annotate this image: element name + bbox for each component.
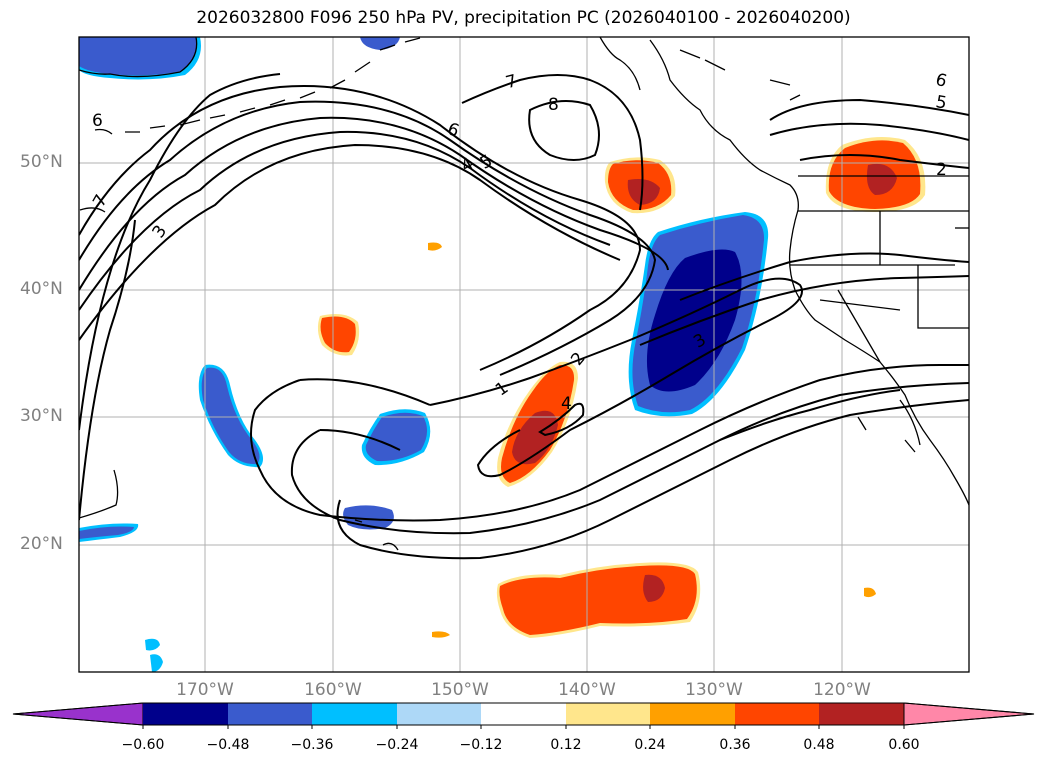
pv-contours	[79, 73, 969, 560]
lat-label: 30°N	[20, 406, 63, 426]
colorbar-segment	[735, 703, 819, 725]
contour-label: 5	[934, 92, 948, 114]
colorbar-segment	[143, 703, 228, 725]
colorbar	[12, 702, 1035, 729]
colorbar-tick-label: −0.60	[121, 737, 165, 753]
lon-label: 140°W	[558, 680, 616, 700]
colorbar-segment	[566, 703, 650, 725]
lon-label: 160°W	[304, 680, 362, 700]
precip-positive-fill	[317, 136, 926, 638]
colorbar-segment	[650, 703, 735, 725]
colorbar-extend-min	[12, 702, 144, 726]
lat-label: 40°N	[20, 279, 63, 299]
colorbar-segment	[228, 703, 312, 725]
contour-label: 4	[561, 394, 572, 414]
graticule	[79, 37, 969, 672]
contour-label: 8	[548, 95, 559, 115]
colorbar-segment	[481, 703, 566, 725]
colorbar-tick-label: −0.36	[290, 737, 334, 753]
lon-label: 170°W	[176, 680, 234, 700]
colorbar-tick-label: 0.60	[888, 737, 920, 753]
lon-label: 130°W	[685, 680, 743, 700]
map-plot-area: 6 7 3 6 4 5 7 8 1 2 4 3 6 5 2	[79, 37, 969, 672]
colorbar-tick-label: −0.48	[206, 737, 250, 753]
colorbar-tick-label: 0.24	[634, 737, 666, 753]
colorbar-tick-label: 0.12	[550, 737, 582, 753]
colorbar-tick-label: 0.36	[719, 737, 751, 753]
lat-label: 20°N	[20, 534, 63, 554]
contour-label: 2	[936, 160, 947, 180]
contour-label: 6	[92, 111, 103, 131]
colorbar-segment	[819, 703, 904, 725]
colorbar-tick-label: 0.48	[803, 737, 835, 753]
map-title: 2026032800 F096 250 hPa PV, precipitatio…	[196, 8, 851, 28]
lon-label: 120°W	[813, 680, 871, 700]
lat-label: 50°N	[20, 152, 63, 172]
colorbar-segment	[397, 703, 481, 725]
contour-label: 6	[933, 70, 949, 92]
colorbar-tick-label: −0.24	[375, 737, 419, 753]
colorbar-segment	[312, 703, 397, 725]
colorbar-extend-max	[903, 702, 1035, 726]
contour-label: 7	[504, 71, 520, 93]
lon-label: 150°W	[431, 680, 489, 700]
colorbar-tick-label: −0.12	[459, 737, 503, 753]
map-frame	[78, 36, 970, 673]
